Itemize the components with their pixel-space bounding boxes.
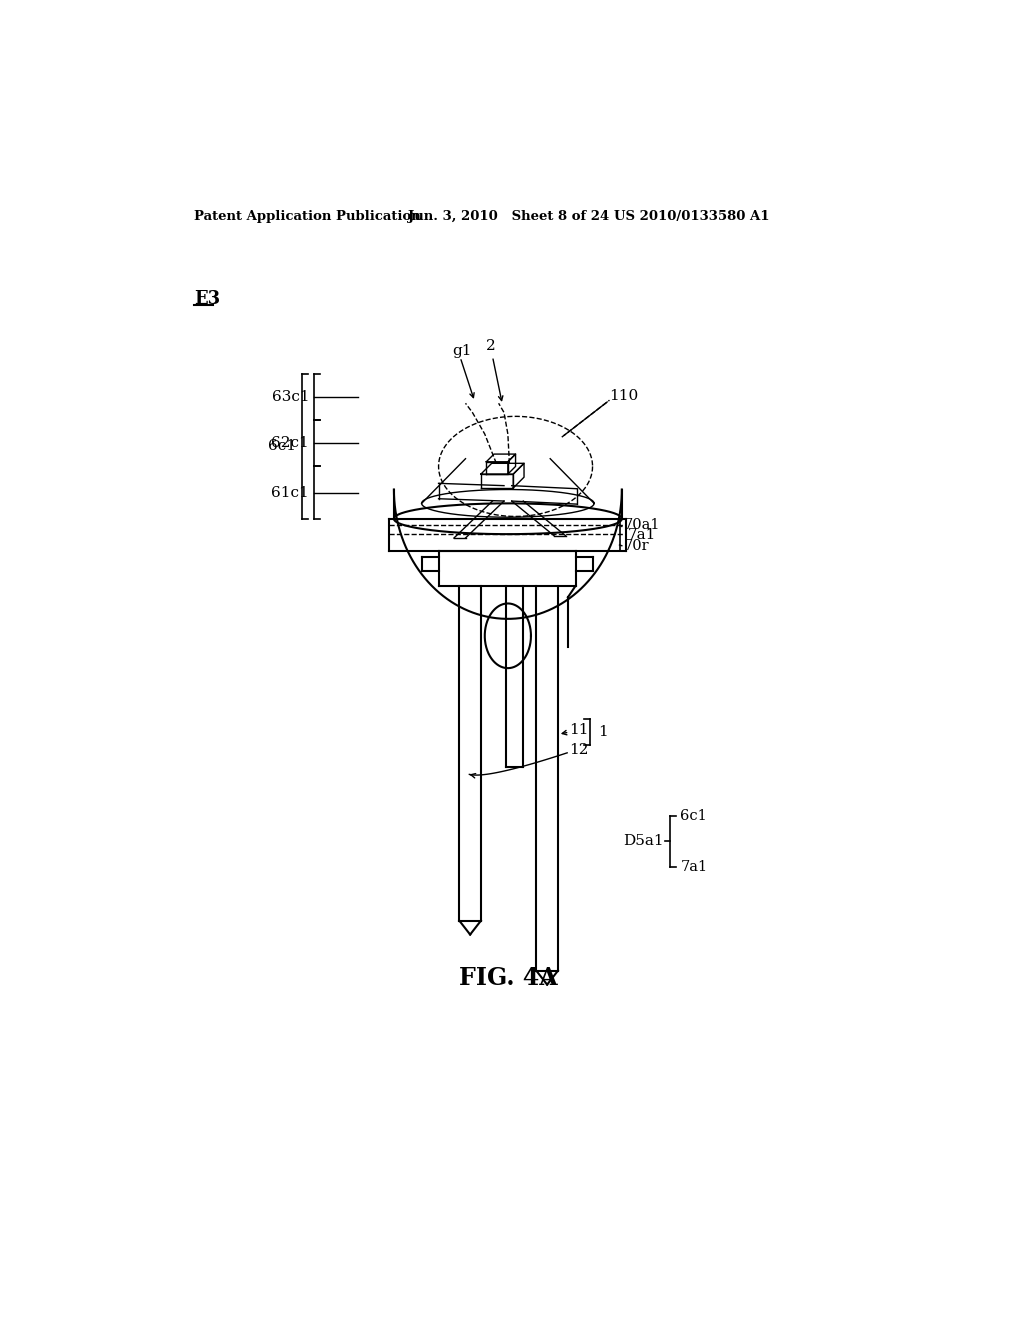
Text: 110: 110 [609, 388, 639, 403]
Text: Jun. 3, 2010   Sheet 8 of 24: Jun. 3, 2010 Sheet 8 of 24 [408, 210, 609, 223]
Text: 11: 11 [569, 723, 589, 737]
Text: 62c1: 62c1 [271, 437, 309, 450]
Text: Patent Application Publication: Patent Application Publication [195, 210, 421, 223]
Text: 12: 12 [569, 743, 589, 756]
Text: E3: E3 [195, 290, 220, 309]
Text: 1: 1 [598, 725, 607, 739]
Text: 70a1: 70a1 [624, 517, 659, 532]
Text: 7a1: 7a1 [628, 528, 656, 543]
Text: 63c1: 63c1 [271, 391, 309, 404]
Text: g1: g1 [453, 345, 472, 358]
Text: 7a1: 7a1 [680, 859, 708, 874]
Text: 2: 2 [486, 339, 496, 354]
Text: 70r: 70r [624, 539, 649, 553]
Text: 6c1: 6c1 [680, 809, 708, 822]
Text: FIG. 4A: FIG. 4A [459, 966, 557, 990]
Text: D5a1: D5a1 [623, 834, 664, 849]
Text: US 2010/0133580 A1: US 2010/0133580 A1 [614, 210, 770, 223]
Text: 6c1: 6c1 [268, 440, 296, 453]
Text: 61c1: 61c1 [271, 486, 309, 499]
